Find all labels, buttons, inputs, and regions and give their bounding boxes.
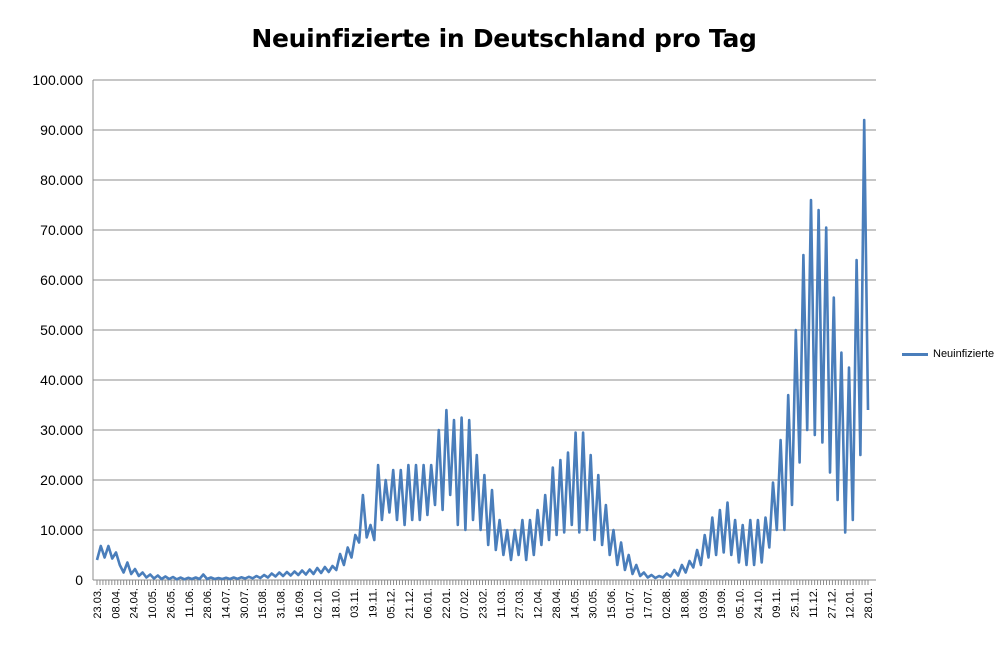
x-tick-label: 28.04. bbox=[551, 588, 563, 619]
series-layer bbox=[95, 118, 870, 581]
x-tick-label: 24.10. bbox=[753, 588, 765, 619]
x-tick-label: 14.07. bbox=[221, 588, 233, 619]
x-tick-label: 18.10. bbox=[331, 588, 343, 619]
x-tick-label: 17.07. bbox=[643, 588, 655, 619]
x-tick-label: 21.12. bbox=[404, 588, 416, 619]
x-tick-label: 23.03. bbox=[92, 588, 104, 619]
y-axis: 0 10.000 20.000 30.000 40.000 50.000 60.000 70.… bbox=[32, 72, 94, 588]
x-tick-label: 11.12. bbox=[808, 588, 820, 618]
x-tick-label: 07.02. bbox=[459, 588, 471, 619]
x-tick-label: 27.12. bbox=[826, 588, 838, 619]
y-tick-label: 60.000 bbox=[40, 272, 83, 288]
x-tick-label: 05.10. bbox=[735, 588, 747, 619]
x-tick-label: 22.01. bbox=[441, 588, 453, 619]
legend-label: Neuinfizierte bbox=[933, 348, 995, 360]
y-tick-label: 80.000 bbox=[40, 172, 83, 188]
x-tick-label: 03.11. bbox=[349, 588, 361, 618]
x-tick-label: 19.09. bbox=[716, 588, 728, 619]
x-tick-label: 15.06. bbox=[606, 588, 618, 619]
x-tick-label: 06.01. bbox=[422, 588, 434, 619]
x-axis: 23.03. 08.04. 24.04. 10.05. 26.05. 11.06. 28.0… bbox=[92, 579, 876, 619]
x-tick-label: 02.08. bbox=[661, 588, 673, 619]
x-tick-label: 30.05. bbox=[588, 588, 600, 619]
y-tick-label: 40.000 bbox=[40, 372, 83, 388]
y-tick-label: 50.000 bbox=[40, 322, 83, 338]
x-tick-label: 19.11. bbox=[367, 588, 379, 618]
x-tick-label: 02.10. bbox=[312, 588, 324, 619]
x-tick-label: 31.08. bbox=[276, 588, 288, 619]
x-tick-label: 24.04. bbox=[129, 588, 141, 619]
x-tick-label: 14.05. bbox=[569, 588, 581, 619]
x-tick-label: 11.06. bbox=[184, 588, 196, 618]
x-tick-label: 15.08. bbox=[257, 588, 269, 619]
y-tick-label: 90.000 bbox=[40, 122, 83, 138]
x-tick-label: 12.01. bbox=[845, 588, 857, 619]
series-line-neuinfizierte bbox=[95, 118, 870, 581]
x-tick-label: 18.08. bbox=[679, 588, 691, 619]
x-tick-label: 25.11. bbox=[790, 588, 802, 618]
x-tick-label: 11.03. bbox=[496, 588, 508, 618]
gridlines bbox=[93, 79, 876, 531]
x-tick-label: 26.05. bbox=[165, 588, 177, 619]
x-tick-label: 16.09. bbox=[294, 588, 306, 619]
y-tick-label: 10.000 bbox=[40, 522, 83, 538]
x-tick-label: 09.11. bbox=[771, 588, 783, 618]
x-tick-label: 08.04. bbox=[110, 588, 122, 619]
x-tick-label: 03.09. bbox=[698, 588, 710, 619]
x-tick-label: 23.02. bbox=[478, 588, 490, 619]
chart-title: Neuinfizierte in Deutschland pro Tag bbox=[251, 24, 757, 53]
x-tick-label: 27.03. bbox=[514, 588, 526, 619]
x-tick-label: 30.07. bbox=[239, 588, 251, 619]
x-tick-label: 12.04. bbox=[533, 588, 545, 619]
y-tick-label: 70.000 bbox=[40, 222, 83, 238]
legend-swatch bbox=[902, 352, 928, 356]
x-tick-label: 28.01. bbox=[863, 588, 875, 619]
y-tick-label: 0 bbox=[75, 572, 83, 588]
y-tick-label: 20.000 bbox=[40, 472, 83, 488]
x-tick-label: 10.05. bbox=[147, 588, 159, 619]
y-tick-label: 30.000 bbox=[40, 422, 83, 438]
x-tick-label: 28.06. bbox=[202, 588, 214, 619]
y-tick-label: 100.000 bbox=[32, 72, 83, 88]
x-tick-label: 05.12. bbox=[386, 588, 398, 619]
legend: Neuinfizierte bbox=[902, 348, 994, 360]
x-tick-label: 01.07. bbox=[624, 588, 636, 619]
